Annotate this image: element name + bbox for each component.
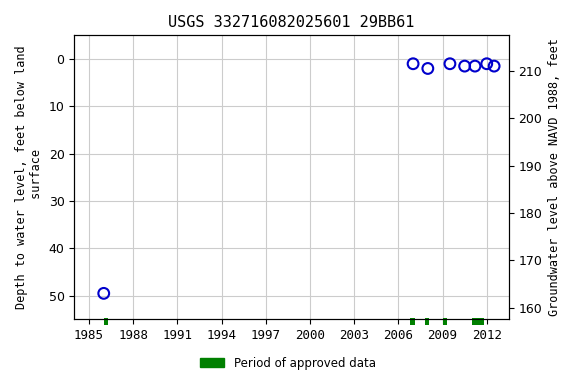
Bar <box>442 318 447 325</box>
Bar <box>425 318 429 325</box>
Legend: Period of approved data: Period of approved data <box>196 352 380 374</box>
Point <box>460 63 469 69</box>
Y-axis label: Groundwater level above NAVD 1988, feet: Groundwater level above NAVD 1988, feet <box>548 38 561 316</box>
Y-axis label: Depth to water level, feet below land
 surface: Depth to water level, feet below land su… <box>15 46 43 309</box>
Bar <box>472 318 484 325</box>
Point <box>471 63 480 69</box>
Point <box>490 63 499 69</box>
Point <box>482 61 491 67</box>
Bar <box>410 318 415 325</box>
Point <box>408 61 418 67</box>
Bar <box>104 318 108 325</box>
Point <box>445 61 454 67</box>
Point <box>423 65 433 71</box>
Point <box>99 290 108 296</box>
Title: USGS 332716082025601 29BB61: USGS 332716082025601 29BB61 <box>168 15 415 30</box>
